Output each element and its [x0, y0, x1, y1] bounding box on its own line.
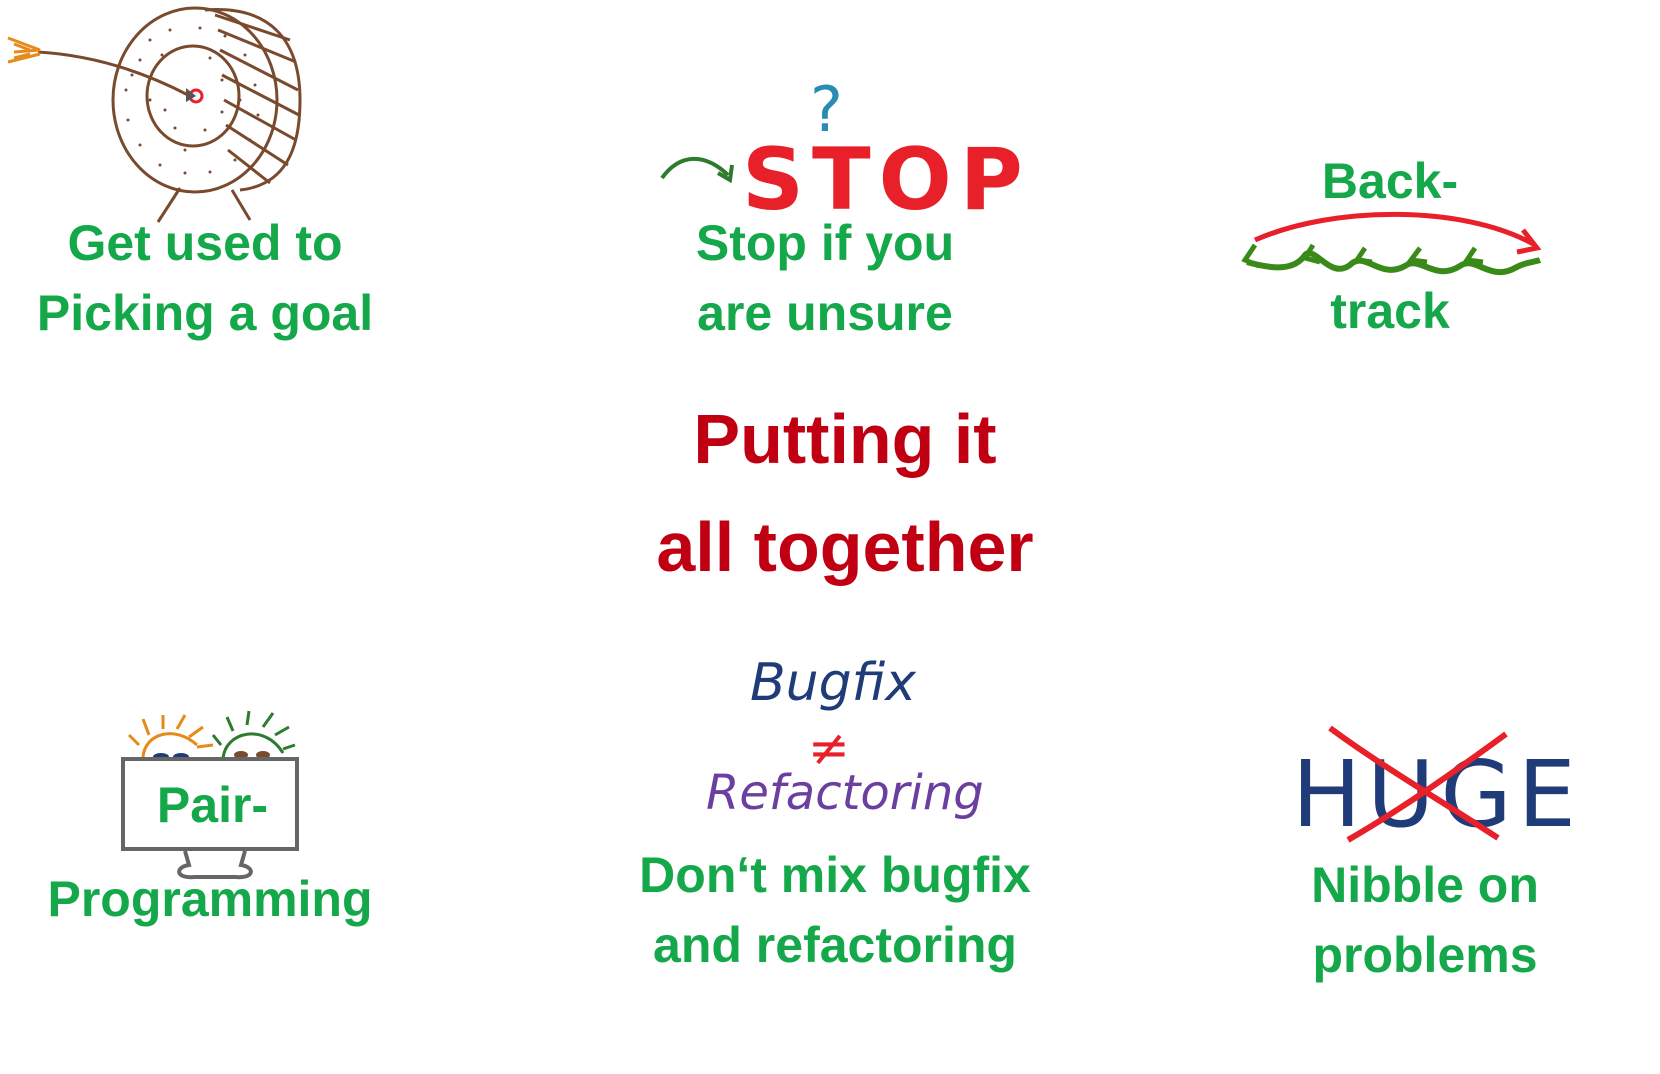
nibble-line2: problems [1312, 927, 1538, 983]
backtrack-line2: track [1330, 283, 1450, 339]
not-equal-sign: ≠ [808, 719, 850, 777]
archery-target-icon [7, 6, 302, 223]
goal-line1: Get used to [67, 215, 343, 271]
bugfix-line2: and refactoring [653, 917, 1017, 973]
nibble-line1: Nibble on [1311, 857, 1539, 913]
title-line1: Putting it [693, 400, 997, 478]
bugfix-caption: Don‘t mix bugfix and refactoring [610, 840, 1060, 980]
cross-out-icon [1328, 725, 1508, 843]
pair-programming-monitor-icon [121, 710, 299, 880]
stop-sign-icon [660, 156, 734, 184]
question-mark: ? [810, 73, 843, 146]
stop-caption: Stop if you are unsure [650, 208, 1000, 348]
stop-line2: are unsure [697, 285, 953, 341]
pair-line2: Programming [47, 871, 373, 927]
refactoring-word: Refactoring [706, 765, 984, 821]
stop-line1: Stop if you [695, 215, 955, 271]
stop-word: STOP [742, 130, 1031, 230]
bugfix-line1: Don‘t mix bugfix [639, 847, 1031, 903]
backtrack-arrow-icon [1241, 211, 1542, 276]
pair-line1: Pair- [156, 777, 269, 833]
title-line2: all together [656, 508, 1034, 586]
goal-caption: Get used to Picking a goal [20, 208, 390, 348]
nibble-caption: Nibble on problems [1270, 850, 1580, 990]
page-title: Putting it all together [520, 385, 1170, 601]
backtrack-line1: Back- [1321, 153, 1459, 209]
bugfix-word: Bugfix [750, 653, 917, 713]
goal-line2: Picking a goal [36, 285, 374, 341]
